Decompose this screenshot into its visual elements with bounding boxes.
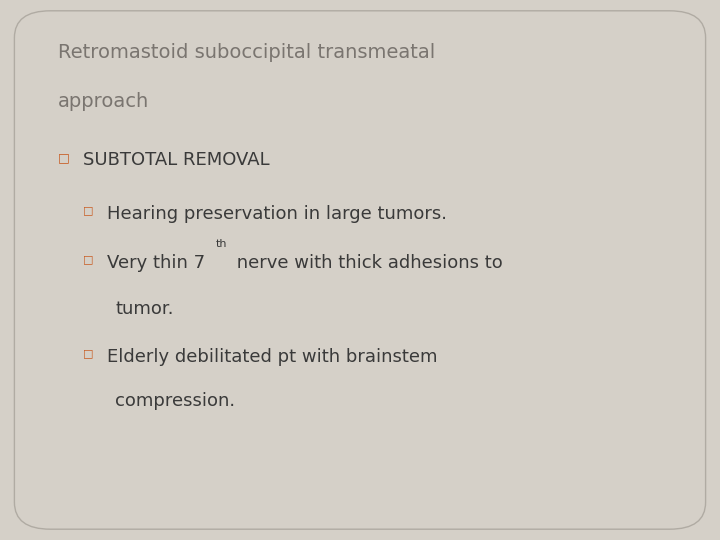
Text: Hearing preservation in large tumors.: Hearing preservation in large tumors. [107,205,446,223]
Text: □: □ [83,348,94,359]
FancyBboxPatch shape [14,11,706,529]
Text: approach: approach [58,92,149,111]
Text: th: th [216,239,228,249]
Text: □: □ [83,205,94,215]
Text: □: □ [58,151,69,164]
Text: Very thin 7: Very thin 7 [107,254,204,272]
Text: compression.: compression. [115,392,235,409]
Text: □: □ [83,254,94,264]
Text: SUBTOTAL REMOVAL: SUBTOTAL REMOVAL [83,151,269,169]
Text: tumor.: tumor. [115,300,174,318]
Text: nerve with thick adhesions to: nerve with thick adhesions to [231,254,503,272]
Text: Elderly debilitated pt with brainstem: Elderly debilitated pt with brainstem [107,348,437,366]
Text: Retromastoid suboccipital transmeatal: Retromastoid suboccipital transmeatal [58,43,435,62]
